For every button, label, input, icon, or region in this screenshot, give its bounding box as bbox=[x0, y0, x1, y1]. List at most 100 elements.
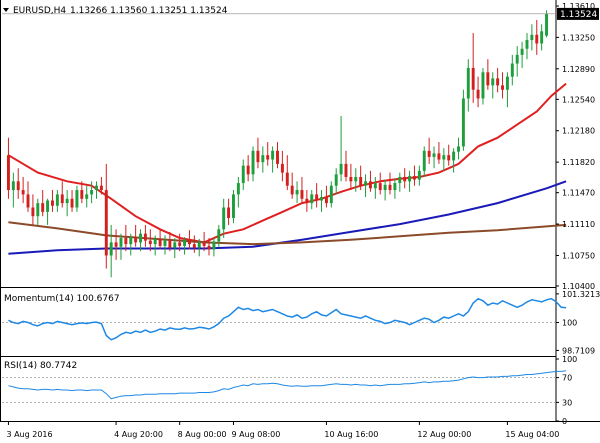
candle bbox=[530, 24, 534, 51]
candle-body bbox=[183, 239, 187, 246]
candle bbox=[334, 168, 338, 195]
candle-body bbox=[368, 181, 372, 189]
momentum-line bbox=[8, 297, 567, 341]
candle bbox=[36, 198, 40, 225]
candle bbox=[65, 190, 69, 217]
candle bbox=[540, 24, 544, 51]
candle-body bbox=[90, 190, 94, 195]
candle-body bbox=[320, 197, 323, 201]
candle-body bbox=[398, 176, 402, 184]
candle bbox=[515, 46, 519, 77]
rsi-indicator[interactable]: 100 70 30 0 bbox=[2, 355, 577, 426]
candle bbox=[183, 237, 187, 255]
candle bbox=[217, 224, 221, 247]
candle bbox=[163, 235, 167, 255]
candle bbox=[236, 176, 240, 208]
candle bbox=[70, 190, 74, 212]
candle-body bbox=[388, 184, 392, 191]
time-tick-label: 4 Aug 20:00 bbox=[114, 430, 163, 439]
candle bbox=[266, 142, 270, 166]
candle-body bbox=[427, 150, 431, 157]
candle-body bbox=[60, 194, 64, 204]
candle-body bbox=[530, 34, 534, 41]
candle bbox=[354, 168, 358, 192]
candle-body bbox=[505, 76, 509, 90]
candle-body bbox=[241, 165, 245, 184]
candle-body bbox=[290, 185, 294, 195]
candle bbox=[271, 146, 275, 173]
candle bbox=[452, 148, 456, 173]
candle bbox=[545, 10, 549, 38]
candle-body bbox=[354, 176, 358, 182]
candle bbox=[290, 172, 294, 199]
candle bbox=[505, 72, 509, 108]
rsi-tick-label: 100 bbox=[562, 355, 577, 364]
candle-body bbox=[271, 150, 275, 160]
price-tick-label: 1.11820 bbox=[562, 158, 595, 167]
symbol-label: EURUSD,H4 bbox=[13, 6, 66, 16]
candle bbox=[491, 72, 495, 99]
candle-body bbox=[124, 238, 128, 245]
candle bbox=[324, 185, 328, 208]
candle bbox=[51, 190, 54, 212]
candle-body bbox=[339, 163, 343, 175]
candle bbox=[134, 224, 138, 247]
candle bbox=[90, 181, 94, 204]
candle-body bbox=[104, 190, 108, 256]
candle-body bbox=[413, 176, 416, 180]
momentum-indicator[interactable]: 101.3213 100 98.7109 bbox=[2, 290, 600, 356]
candle bbox=[212, 238, 216, 257]
candle bbox=[256, 137, 260, 169]
candle-body bbox=[432, 153, 436, 157]
candle-body bbox=[207, 245, 211, 250]
candle bbox=[368, 170, 372, 192]
candle-body bbox=[261, 155, 265, 163]
candle-body bbox=[486, 72, 490, 86]
candle bbox=[104, 163, 108, 269]
time-tick-label: 8 Aug 00:00 bbox=[178, 430, 227, 439]
candle-body bbox=[99, 185, 103, 191]
candle-body bbox=[109, 242, 113, 256]
candle bbox=[207, 238, 211, 256]
candle-body bbox=[143, 233, 147, 241]
candle-body bbox=[452, 151, 456, 161]
candle bbox=[315, 183, 319, 208]
candle-body bbox=[246, 165, 250, 175]
candle-body bbox=[26, 194, 30, 208]
candle-body bbox=[114, 242, 118, 247]
candle bbox=[339, 115, 343, 182]
current-price-text: 1.13524 bbox=[560, 10, 597, 20]
candle-body bbox=[148, 240, 152, 245]
candle bbox=[466, 59, 470, 112]
triangle-down-icon[interactable] bbox=[3, 8, 9, 12]
candle-body bbox=[95, 185, 98, 191]
candle-body bbox=[417, 170, 421, 180]
momentum-tick-label: 101.3213 bbox=[562, 290, 600, 299]
candle bbox=[148, 229, 152, 252]
candle-body bbox=[535, 34, 539, 44]
candle-body bbox=[134, 237, 138, 243]
candle bbox=[95, 181, 98, 199]
candle bbox=[80, 181, 84, 204]
candle bbox=[202, 231, 206, 252]
time-axis: 3 Aug 2016 4 Aug 20:00 8 Aug 00:00 9 Aug 08… bbox=[6, 421, 559, 439]
candle-body bbox=[471, 67, 475, 90]
candle bbox=[520, 41, 524, 68]
candle bbox=[393, 178, 397, 199]
candles[interactable] bbox=[2, 10, 556, 278]
candle bbox=[6, 137, 10, 199]
candle-body bbox=[85, 194, 89, 199]
candle-body bbox=[437, 153, 441, 160]
candle bbox=[16, 168, 20, 199]
candle-body bbox=[515, 54, 519, 64]
candle-body bbox=[496, 78, 500, 86]
candle bbox=[143, 224, 147, 247]
price-tick-label: 1.11470 bbox=[562, 189, 595, 198]
candle-body bbox=[447, 155, 451, 161]
candle bbox=[501, 72, 504, 99]
momentum-tick-label: 98.7109 bbox=[562, 346, 595, 355]
candle-body bbox=[393, 183, 397, 191]
rsi-tick-label: 30 bbox=[562, 398, 572, 407]
candle bbox=[383, 179, 387, 201]
